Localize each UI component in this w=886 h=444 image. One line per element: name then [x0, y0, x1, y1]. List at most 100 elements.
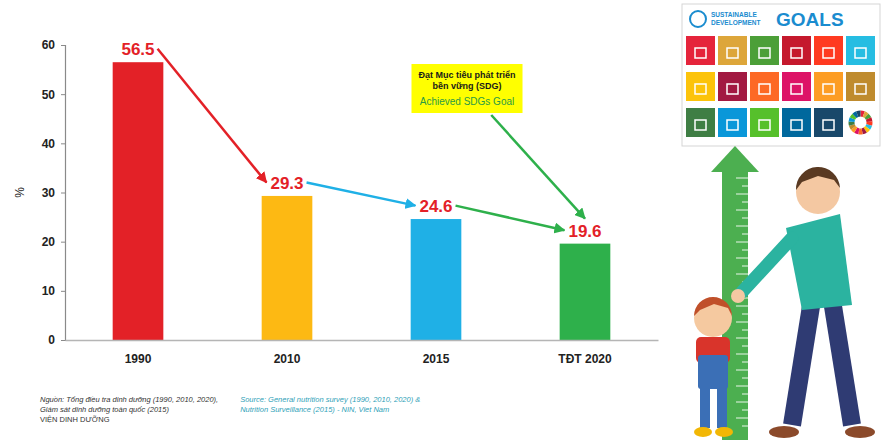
sdg-wheel-segment [848, 121, 854, 125]
y-tick: 60 [42, 38, 65, 52]
chart-container: 0102030405060199020102015TĐT 2020%56.529… [0, 0, 886, 444]
sdg-title: SUSTAINABLE [711, 11, 757, 18]
sdg-icon-glyph [823, 120, 834, 130]
sdg-icon [814, 72, 843, 101]
ruler-tick [736, 402, 748, 403]
man-hair [796, 167, 840, 190]
ruler-tick [742, 266, 748, 267]
ruler-arrow [711, 146, 759, 172]
sdg-icon-glyph [759, 84, 770, 94]
ruler-tick [736, 274, 748, 275]
ruler-tick [736, 322, 748, 323]
trend-arrow [158, 49, 267, 183]
y-axis: 0 10 20 30 40 50 60 [42, 38, 66, 347]
sdg-title: DEVELOPMENT [711, 19, 761, 26]
sdg-icon [686, 36, 715, 65]
x-tick: 2015 [423, 352, 450, 366]
sdg-icon [686, 108, 715, 137]
y-tick-mark [61, 340, 65, 341]
y-tick-mark [61, 242, 65, 243]
y-tick: 0 [48, 333, 65, 347]
sdg-icon-glyph [695, 120, 706, 130]
sdg-wheel-segment [866, 117, 873, 122]
annotation-text: bền vững (SDG) [432, 81, 501, 91]
sdg-wheel-segment [856, 111, 860, 117]
y-tick: 10 [42, 284, 65, 298]
y-tick-mark [61, 45, 65, 46]
sdg-icon [782, 108, 811, 137]
source-line-en: Nutrition Surveillance (2015) - NIN, Vie… [240, 405, 389, 414]
man-leg [832, 300, 852, 425]
y-tick: 50 [42, 88, 65, 102]
x-tick: 2010 [274, 352, 301, 366]
annotation-text: Đạt Mục tiêu phát triển [418, 70, 515, 80]
ruler-tick [736, 194, 748, 195]
sdg-icon [814, 108, 843, 137]
ruler-tick [736, 418, 748, 419]
sdg-icon [718, 108, 747, 137]
y-tick-label: 50 [42, 88, 56, 102]
man-arm [742, 238, 792, 292]
ruler-tick [742, 314, 748, 315]
ruler-tick [742, 426, 748, 427]
sdg-icon [846, 72, 875, 101]
ruler-tick [742, 218, 748, 219]
y-tick-mark [61, 94, 65, 95]
ruler-tick [736, 338, 748, 339]
child-shoe [694, 427, 712, 437]
y-axis-line [61, 46, 66, 341]
data-label: 19.6 [568, 222, 601, 241]
y-axis-title: % [13, 187, 27, 198]
sdg-icon-glyph [791, 48, 802, 58]
sdg-wheel [848, 111, 872, 135]
ruler-tick [742, 330, 748, 331]
sdg-panel [682, 4, 880, 146]
sdg-icon-glyph [695, 48, 706, 58]
data-label: 24.6 [419, 197, 452, 216]
y-tick-mark [61, 143, 65, 144]
sdg-icon-glyph [791, 84, 802, 94]
source-line: Giám sát dinh dưỡng toàn quốc (2015) [40, 405, 169, 414]
bar [560, 244, 611, 340]
source: Nguồn: Tổng điều tra dinh dưỡng (1990, 2… [40, 395, 420, 424]
sdg-icon [686, 72, 715, 101]
man-hand [731, 289, 745, 303]
chart: 0102030405060199020102015TĐT 2020%56.529… [13, 38, 659, 424]
child-leg [717, 385, 727, 428]
child-overalls [698, 355, 728, 389]
man-shoe [769, 426, 799, 438]
y-tick: 40 [42, 137, 65, 151]
y-tick-mark [61, 193, 65, 194]
sdg-icon [814, 36, 843, 65]
ruler-tick [742, 234, 748, 235]
man-shoe [845, 426, 875, 438]
y-tick-label: 30 [42, 186, 56, 200]
data-label: 29.3 [270, 174, 303, 193]
man-leg [792, 300, 812, 425]
sdg-icon-glyph [759, 120, 770, 130]
trend-arrows [158, 49, 565, 230]
chart-svg: 0102030405060199020102015TĐT 2020%56.529… [0, 0, 886, 444]
sdg-icon-glyph [855, 84, 866, 94]
y-tick-mark [61, 291, 65, 292]
y-tick-label: 40 [42, 137, 56, 151]
sdg-icon-glyph [855, 48, 866, 58]
trend-arrow [456, 206, 565, 231]
y-tick-label: 20 [42, 235, 56, 249]
man-shirt [786, 214, 852, 310]
source-line: Nguồn: Tổng điều tra dinh dưỡng (1990, 2… [40, 395, 218, 404]
sdg-icon [718, 36, 747, 65]
sdg-icon-glyph [791, 120, 802, 130]
sdg-icon [782, 36, 811, 65]
data-label: 56.5 [121, 40, 154, 59]
x-tick-label: 1990 [125, 352, 152, 366]
ruler-tick [736, 258, 748, 259]
ruler-tick [736, 354, 748, 355]
sdg-icon-glyph [727, 84, 738, 94]
ruler-tick [736, 386, 748, 387]
source-line: VIỆN DINH DƯỠNG [40, 415, 110, 424]
ruler-tick [736, 370, 748, 371]
sdg-icon [718, 72, 747, 101]
sdg-icon [750, 108, 779, 137]
annotation-arrow [491, 115, 585, 219]
